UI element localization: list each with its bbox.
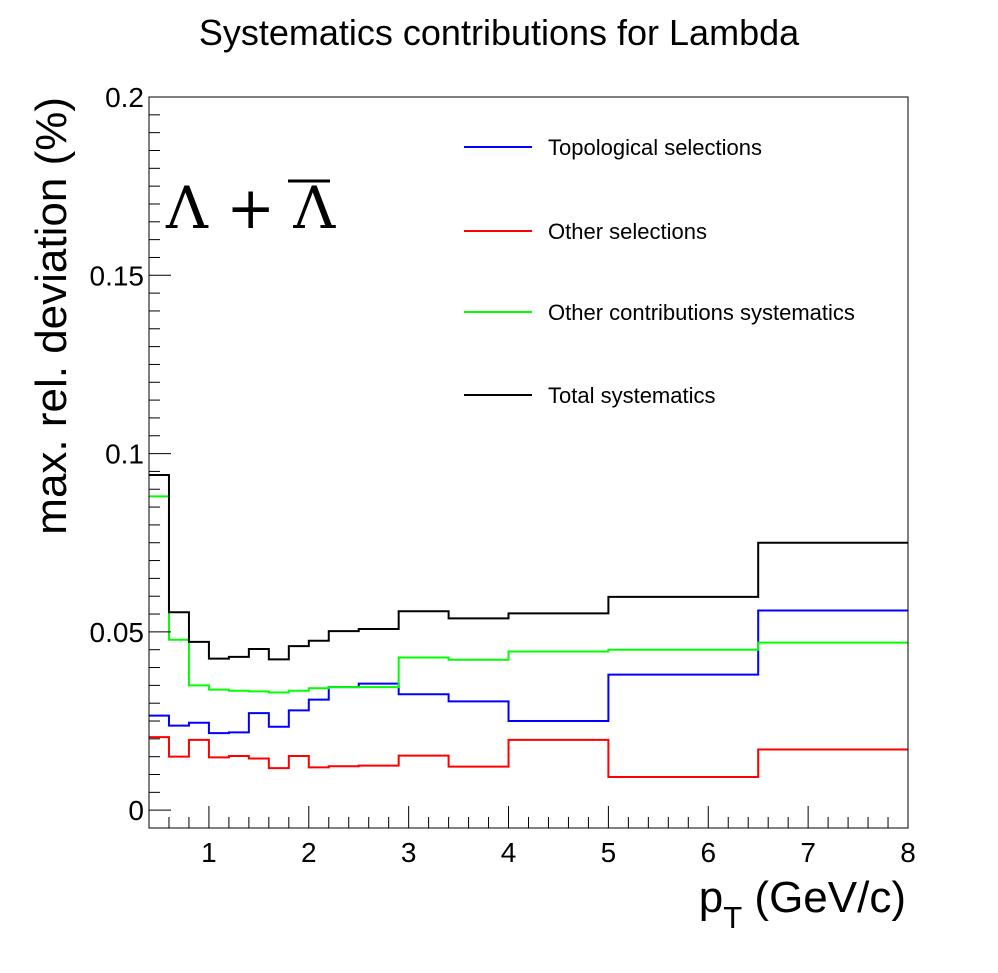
series-line-2 [149,736,908,779]
series-line-1 [149,609,908,735]
x-tick-label: 7 [800,837,816,868]
y-tick-label: 0.15 [90,260,145,291]
particle-annotation: Λ + Λ [165,174,336,242]
legend-label: Other contributions systematics [548,300,855,325]
x-axis-label: pT (GeV/c) [699,873,906,935]
x-tick-label: 6 [700,837,716,868]
x-tick-label: 5 [601,837,617,868]
axes: 1 2 3 4 5 6 7 8 0 0.05 0.1 0.15 0.2 [90,82,916,868]
x-tick-label: 4 [501,837,517,868]
x-tick-label: 1 [201,837,217,868]
x-tick-label: 2 [301,837,317,868]
chart-title: Systematics contributions for Lambda [199,12,800,53]
legend: Topological selections Other selections Ot… [464,135,855,408]
x-tick-label: 3 [401,837,417,868]
y-tick-label: 0.1 [105,439,144,470]
annotation-lambda-plus: Λ + Λ [165,174,336,242]
legend-label: Topological selections [548,135,762,160]
plot-area [149,473,908,779]
y-tick-label: 0.05 [90,617,145,648]
x-tick-label: 8 [900,837,916,868]
annotation-part1: Λ + [165,174,293,242]
y-tick-label: 0.2 [105,82,144,113]
series-line-3 [149,495,908,694]
legend-label: Total systematics [548,383,716,408]
x-axis-label-main: p [699,873,723,922]
x-axis-label-unit: (GeV/c) [742,873,906,922]
y-axis-label: max. rel. deviation (%) [27,97,76,535]
series-line-4 [149,473,908,661]
annotation-part2: Λ [292,174,336,242]
x-axis-label-subscript: T [723,900,742,935]
y-tick-label: 0 [128,795,144,826]
legend-label: Other selections [548,219,707,244]
y-axis-label-group: max. rel. deviation (%) [27,97,76,535]
